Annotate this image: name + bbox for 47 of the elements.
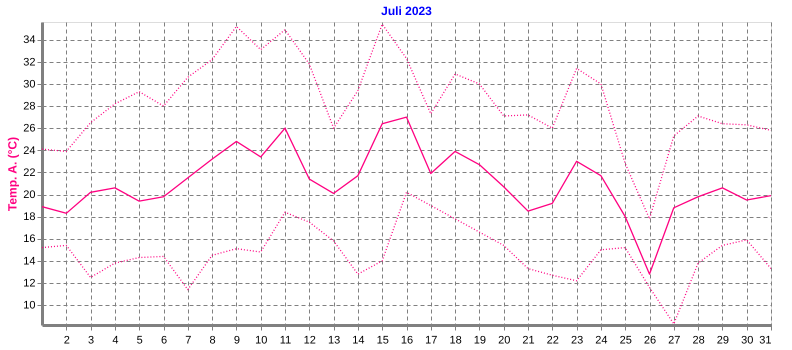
x-tick-label: 12 — [304, 334, 316, 346]
x-tick-label: 11 — [280, 334, 292, 346]
y-tick-label: 26 — [23, 122, 36, 135]
chart-title: Juli 2023 — [381, 4, 432, 18]
y-tick-label: 10 — [23, 300, 36, 312]
x-tick-label: 9 — [234, 334, 240, 346]
x-tick-label: 8 — [210, 334, 216, 346]
x-tick-label: 24 — [595, 334, 608, 346]
y-tick-label: 32 — [23, 56, 36, 68]
line-series — [42, 116, 771, 275]
x-tick-label: 17 — [425, 334, 438, 346]
x-tick-label: 4 — [112, 334, 118, 346]
x-tick-label: 28 — [692, 334, 705, 346]
x-tick-label: 18 — [449, 334, 462, 346]
x-tick-label: 26 — [644, 334, 656, 346]
y-tick-label: 20 — [23, 189, 36, 202]
x-tick-label: 27 — [668, 334, 680, 346]
x-tick-label: 14 — [352, 334, 365, 346]
y-tick-label: 30 — [23, 78, 36, 90]
x-tick-label: 21 — [522, 334, 535, 346]
x-tick-label: 2 — [64, 334, 70, 346]
x-tick-label: 31 — [759, 334, 772, 346]
y-tick-label: 16 — [23, 233, 36, 246]
line-series — [42, 24, 771, 220]
y-tick-label: 12 — [23, 277, 36, 290]
y-tick-label: 14 — [23, 255, 36, 268]
x-tick-label: 13 — [328, 334, 340, 346]
y-tick-label: 18 — [23, 211, 36, 224]
x-tick-label: 6 — [160, 334, 168, 346]
x-tick-label: 5 — [136, 334, 143, 346]
x-tick-label: 16 — [400, 334, 414, 346]
x-tick-label: 3 — [88, 334, 94, 346]
x-tick-label: 10 — [255, 334, 268, 346]
y-axis-title: Temp. A. (°C) — [5, 136, 20, 212]
x-tick-label: 23 — [570, 334, 584, 346]
x-tick-label: 20 — [498, 334, 510, 346]
x-tick-label: 30 — [741, 334, 754, 346]
x-tick-label: 7 — [185, 334, 192, 346]
x-tick-label: 29 — [716, 334, 730, 346]
x-tick-label: 25 — [620, 334, 632, 346]
y-tick-label: 24 — [23, 144, 36, 157]
y-tick-label: 34 — [23, 34, 36, 46]
y-tick-label: 28 — [23, 100, 36, 113]
y-tick-label: 22 — [23, 166, 36, 179]
x-tick-label: 15 — [376, 334, 389, 346]
x-tick-label: 22 — [546, 334, 559, 346]
x-tick-label: 19 — [474, 334, 486, 346]
